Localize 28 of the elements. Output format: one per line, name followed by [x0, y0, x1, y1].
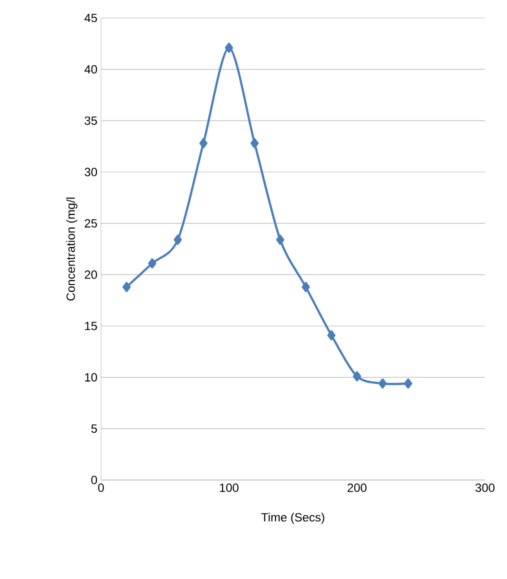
point [122, 282, 131, 292]
y-tick-label: 35 [84, 116, 97, 125]
y-tick-label: 15 [85, 322, 97, 330]
point [378, 378, 387, 389]
point [224, 42, 234, 53]
point [276, 234, 284, 245]
x-tick-label: 300 [475, 484, 495, 492]
y-tick-label: 5 [91, 424, 97, 433]
y-tick-label: 45 [84, 14, 97, 22]
x-tick-label: 200 [348, 484, 367, 492]
y-tick-label: 25 [84, 219, 97, 228]
y-axis-title: Concentration (mg/l [66, 198, 78, 301]
point [352, 371, 362, 382]
point [199, 138, 208, 148]
point [302, 282, 310, 292]
point [250, 138, 259, 148]
point [327, 330, 336, 340]
y-tick-label: 40 [84, 65, 98, 74]
point [404, 378, 412, 389]
x-tick-label: 100 [220, 484, 239, 492]
point [148, 258, 156, 268]
y-tick-label: 10 [85, 373, 98, 382]
y-tick-label: 30 [84, 168, 98, 176]
x-tick-label: 0 [98, 484, 104, 492]
x-axis-title: Time (Secs) [261, 512, 324, 524]
point [174, 234, 182, 245]
y-tick-label: 0 [91, 476, 98, 484]
y-tick-label: 20 [84, 270, 98, 279]
